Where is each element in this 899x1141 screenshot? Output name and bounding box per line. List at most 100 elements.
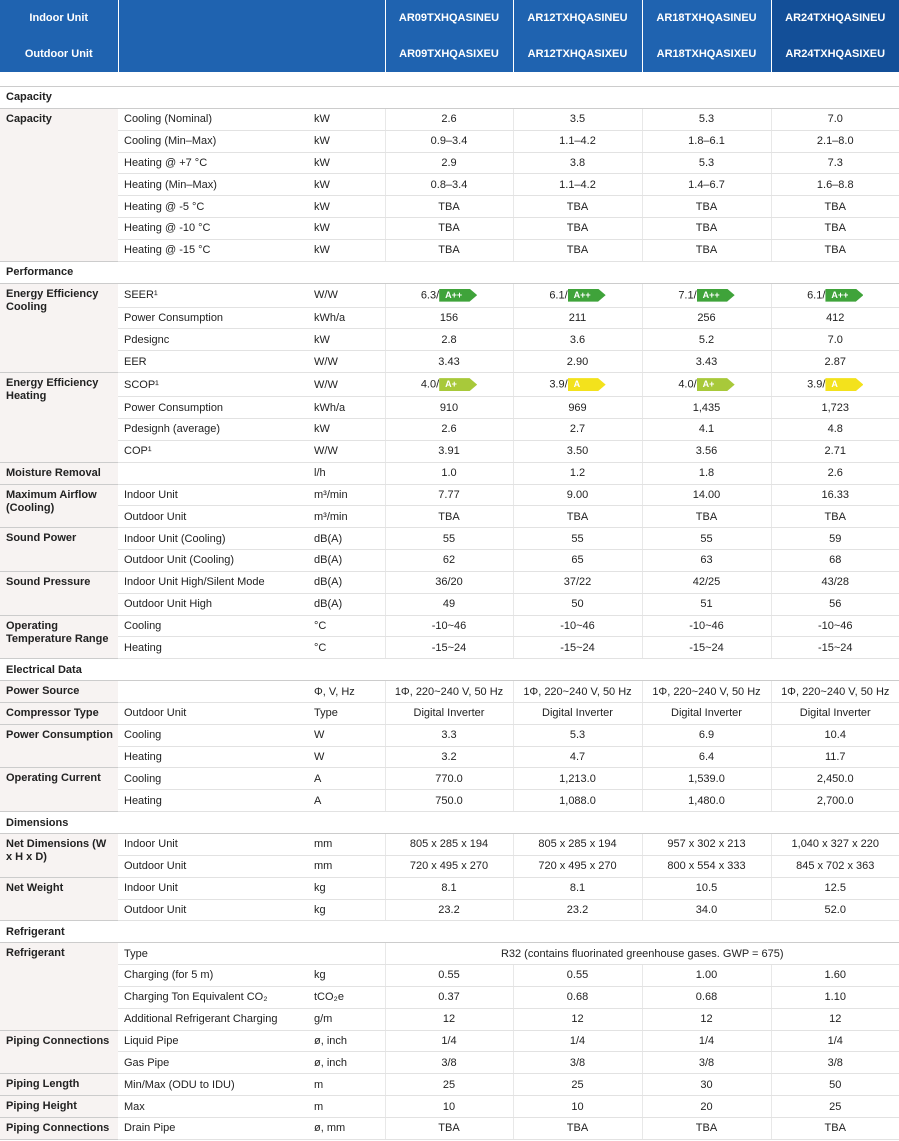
rating-value: 4.0/	[678, 378, 697, 391]
value: 1.10	[770, 986, 899, 1009]
section-row: Dimensions	[0, 811, 899, 834]
energy-badge: A++	[439, 288, 478, 302]
value: 412	[770, 307, 899, 330]
energy-badge: A++	[696, 288, 735, 302]
value: 6.4	[641, 746, 771, 769]
value: 8.1	[384, 877, 513, 900]
rating-value: 6.3/	[420, 289, 440, 301]
rating-value: 6.1/	[807, 289, 826, 301]
item-label	[118, 680, 310, 703]
value: TBA	[384, 239, 513, 262]
unit: kg	[310, 899, 385, 922]
section-row: Refrigerant	[0, 920, 899, 944]
model-name: AR18TXHQASINEU	[641, 0, 771, 36]
model-name: AR12TXHQASIXEU	[512, 36, 642, 72]
unit: kW	[310, 173, 385, 197]
value: 4.1	[641, 418, 771, 441]
rating-cell: 7.1/A++	[641, 283, 771, 308]
rating-value: 7.1/	[678, 289, 697, 301]
item-label: Pdesignc	[118, 328, 310, 352]
model-name: AR24TXHQASIXEU	[770, 36, 899, 72]
spec-row: COP¹ W/W 3.91 3.50 3.56 2.71	[0, 440, 899, 463]
value: TBA	[384, 195, 513, 219]
value: 63	[641, 549, 771, 572]
value: 20	[641, 1095, 771, 1118]
value: -15~24	[641, 636, 771, 660]
gap-row	[0, 72, 899, 87]
value: 7.0	[770, 108, 899, 131]
value: 1,088.0	[512, 789, 642, 813]
spec-row: Sound Pressure Indoor Unit High/Silent Mo…	[0, 571, 899, 616]
value: 1/4	[384, 1030, 513, 1053]
value: TBA	[641, 239, 771, 262]
value: 1/4	[512, 1030, 642, 1053]
spec-row: Operating Current Cooling A 770.0 1,213.0 1,5…	[0, 767, 899, 813]
value: 2.7	[512, 418, 642, 441]
unit: g/m	[310, 1008, 385, 1031]
value: 12	[770, 1008, 899, 1031]
spec-row: Pdesignh (average) kW 2.6 2.7 4.1 4.8	[0, 418, 899, 441]
value: TBA	[770, 217, 899, 240]
spec-row: Charging Ton Equivalent CO₂ tCO₂e 0.37 0.68…	[0, 986, 899, 1009]
value: 2,700.0	[770, 789, 899, 813]
value: 3/8	[770, 1051, 899, 1075]
group-label: Piping Height	[0, 1095, 118, 1118]
value: 55	[641, 527, 771, 551]
value: 969	[512, 396, 642, 419]
spec-row: Operating Temperature Range Cooling °C -10~…	[0, 615, 899, 660]
item-label: Cooling	[118, 724, 310, 747]
unit: m	[310, 1095, 385, 1118]
value: 0.68	[641, 986, 771, 1009]
item-label: Indoor Unit (Cooling)	[118, 527, 310, 551]
model-name: AR24TXHQASINEU	[770, 0, 899, 36]
value: 770.0	[384, 767, 513, 791]
value: 55	[384, 527, 513, 551]
value: 3.50	[512, 440, 642, 463]
rating-cell: 4.0/A+	[641, 372, 771, 398]
spec-row: Charging (for 5 m) kg 0.55 0.55 1.00 1.60	[0, 964, 899, 987]
unit: °C	[310, 615, 385, 638]
spec-row: Cooling (Min–Max) kW 0.9–3.4 1.1–4.2 1.8–6.1…	[0, 130, 899, 153]
item-label: Heating (Min–Max)	[118, 173, 310, 197]
group-label: Sound Power	[0, 527, 118, 572]
value: 256	[641, 307, 771, 330]
value: 750.0	[384, 789, 513, 813]
group-label: Capacity	[0, 108, 118, 262]
rating-value: 3.9/	[549, 378, 568, 391]
spec-row: Heating °C -15~24 -15~24 -15~24 -15~24	[0, 636, 899, 660]
value: 50	[512, 593, 642, 616]
unit: kWh/a	[310, 396, 385, 419]
value: 805 x 285 x 194	[384, 833, 513, 856]
value: 34.0	[641, 899, 771, 922]
item-label: Outdoor Unit	[118, 702, 310, 725]
item-label: Outdoor Unit High	[118, 593, 310, 616]
value: 2.87	[770, 350, 899, 374]
value: 800 x 554 x 333	[641, 855, 771, 878]
value: 42/25	[641, 571, 771, 594]
rating-cell: 6.1/A++	[512, 283, 642, 308]
value: 3.3	[384, 724, 513, 747]
item-label: SEER¹	[118, 283, 310, 308]
value: 7.77	[384, 484, 513, 507]
unit: kWh/a	[310, 307, 385, 330]
value: 43/28	[770, 571, 899, 594]
value: TBA	[641, 1117, 771, 1140]
value: 1,435	[641, 396, 771, 419]
value: 3/8	[641, 1051, 771, 1075]
value: TBA	[384, 217, 513, 240]
group-label: Sound Pressure	[0, 571, 118, 616]
group-label: Power Source	[0, 680, 118, 703]
unit: kW	[310, 328, 385, 352]
unit: Φ, V, Hz	[310, 680, 385, 703]
item-label: Min/Max (ODU to IDU)	[118, 1073, 310, 1097]
value: Digital Inverter	[512, 702, 642, 725]
value: 1,480.0	[641, 789, 771, 813]
unit: ø, mm	[310, 1117, 385, 1140]
unit: W/W	[310, 372, 385, 398]
value: 23.2	[512, 899, 642, 922]
group-label: Energy Efficiency Heating	[0, 372, 118, 463]
item-label: Liquid Pipe	[118, 1030, 310, 1053]
item-label: Additional Refrigerant Charging	[118, 1008, 310, 1031]
